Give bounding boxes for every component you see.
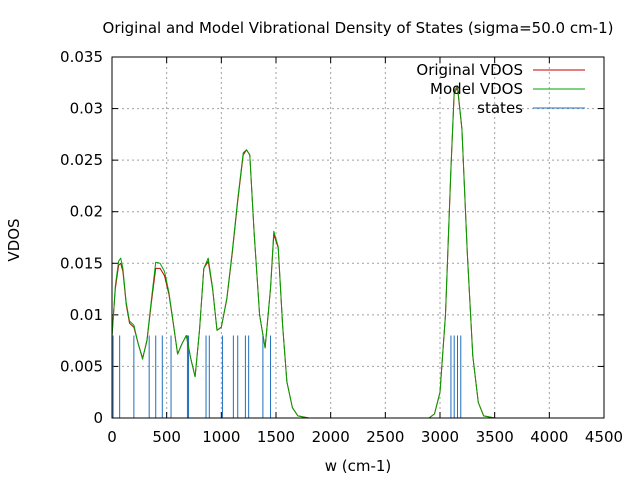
x-tick-label: 1000 [202,428,240,446]
x-tick-label: 3000 [421,428,459,446]
y-tick-label: 0 [93,409,103,427]
legend-label: Model VDOS [430,80,523,98]
series-line [111,85,604,419]
x-axis-ticks: 0 500 1000 1500 2000 2500 3000 3500 4000 4500 [107,57,623,446]
x-tick-label: 4000 [530,428,568,446]
y-tick-label: 0.03 [70,100,103,118]
y-tick-label: 0.015 [60,254,103,272]
plot-frame [111,56,605,419]
y-axis-label: VDOS [5,218,23,261]
y-tick-label: 0.025 [60,151,103,169]
x-tick-label: 0 [107,428,117,446]
plot-series [111,85,604,419]
grid-lines [112,57,604,418]
series-line [111,87,604,419]
x-tick-label: 2500 [366,428,404,446]
x-tick-label: 500 [152,428,181,446]
series-original-vdos [111,87,604,419]
y-tick-label: 0.02 [70,203,103,221]
chart-title: Original and Model Vibrational Density o… [103,19,614,37]
x-tick-label: 3500 [476,428,514,446]
y-tick-label: 0.01 [70,306,103,324]
legend-label: Original VDOS [416,61,523,79]
y-tick-label: 0.035 [60,48,103,66]
x-tick-label: 1500 [257,428,295,446]
x-axis-label: w (cm-1) [325,457,392,475]
x-tick-label: 4500 [585,428,623,446]
y-tick-label: 0.005 [60,357,103,375]
legend-label: states [477,99,523,117]
series-model-vdos [111,85,604,419]
x-tick-label: 2000 [312,428,350,446]
series-states [112,335,462,418]
y-axis-ticks: 0 0.005 0.01 0.015 0.02 0.025 0.03 0.035 [60,48,604,427]
